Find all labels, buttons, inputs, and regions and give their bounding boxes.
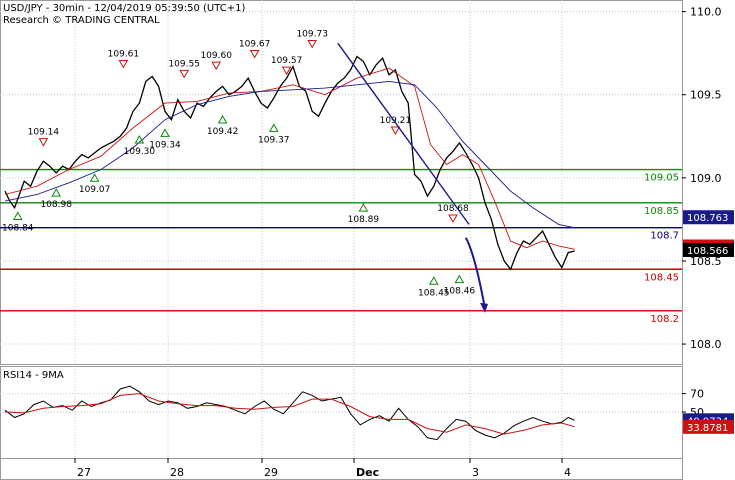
- rsi-panel: 705040.973433.8781: [0, 385, 734, 441]
- rsi-tag-label: 33.8781: [687, 423, 728, 434]
- swing-low-label: 108.89: [348, 215, 380, 225]
- price-tag-label: 108.566: [687, 246, 728, 257]
- swing-annotations: 108.84109.14108.98109.07109.61109.30109.…: [2, 30, 475, 299]
- swing-low-marker: [358, 203, 369, 212]
- x-tick-label: 3: [472, 466, 479, 479]
- price-axis: 108.0 108.5 109.0 109.5 110.0: [682, 6, 722, 351]
- swing-high-label: 108.68: [437, 204, 469, 214]
- x-tick-label: 4: [564, 466, 571, 479]
- swing-low-label: 108.98: [40, 200, 72, 210]
- swing-high-label: 109.57: [271, 56, 303, 66]
- x-tick-label: 28: [170, 466, 184, 479]
- swing-low-marker: [134, 134, 145, 144]
- level-label: 108.85: [644, 206, 679, 217]
- swing-high-label: 109.73: [296, 30, 328, 40]
- trendline-group: [337, 42, 488, 313]
- rsi-y-tick-label: 70: [690, 388, 704, 401]
- swing-low-label: 108.45: [418, 288, 450, 298]
- main-chart-frame: [0, 0, 683, 365]
- swing-low-label: 109.42: [207, 127, 239, 137]
- swing-low-marker: [268, 123, 279, 132]
- swing-high-label: 109.61: [108, 49, 140, 59]
- level-label: 108.2: [650, 314, 679, 325]
- rsi-title: RSI14 - 9MA: [3, 370, 64, 381]
- price-tag-label: 108.763: [687, 213, 728, 224]
- swing-high-marker: [179, 69, 190, 79]
- price-tag-bg: [683, 242, 734, 257]
- swing-low-label: 108.84: [2, 223, 34, 233]
- swing-high-label: 109.55: [168, 59, 200, 69]
- swing-low-marker: [217, 115, 228, 124]
- chart-title: USD/JPY - 30min - 12/04/2019 05:39:50 (U…: [3, 3, 245, 14]
- swing-high-label: 109.60: [200, 51, 232, 61]
- projection-arrowhead: [480, 302, 488, 313]
- swing-low-marker: [89, 173, 100, 182]
- chart-source: Research © TRADING CENTRAL: [3, 15, 160, 26]
- swing-low-label: 108.46: [444, 287, 476, 297]
- level-label: 108.7: [650, 231, 679, 242]
- projection-arrow: [464, 237, 486, 309]
- y-tick-label: 108.0: [690, 338, 722, 351]
- downtrend-line: [337, 42, 470, 225]
- y-tick-label: 108.5: [690, 255, 722, 268]
- swing-high-marker: [281, 66, 292, 76]
- time-axis-frame: [0, 458, 683, 480]
- swing-high-marker: [38, 138, 49, 147]
- swing-low-marker: [160, 128, 170, 137]
- swing-high-marker: [211, 61, 222, 71]
- swing-low-label: 109.34: [149, 140, 181, 150]
- grid: [0, 0, 682, 458]
- swing-high-label: 109.67: [239, 39, 271, 49]
- swing-low-marker: [51, 188, 62, 197]
- price-series: [4, 55, 575, 271]
- y-tick-label: 109.5: [690, 89, 722, 102]
- swing-high-marker: [448, 214, 458, 224]
- swing-high-marker: [307, 40, 318, 49]
- x-tick-label: Dec: [356, 466, 379, 479]
- swing-high-marker: [390, 126, 401, 135]
- time-axis: 27 28 29 Dec 3 4: [74, 458, 571, 479]
- swing-low-marker: [454, 274, 465, 284]
- swing-low-label: 109.37: [258, 135, 290, 145]
- swing-low-label: 109.30: [124, 147, 156, 157]
- price-tag-bg: [683, 210, 734, 225]
- rsi-tag-bg: [683, 419, 734, 434]
- swing-high-marker: [249, 49, 260, 59]
- swing-low-label: 109.07: [79, 185, 111, 195]
- level-label: 109.05: [644, 173, 679, 184]
- swing-high-label: 109.14: [28, 128, 60, 138]
- swing-high-label: 109.21: [380, 116, 412, 126]
- rsi-line: [4, 385, 575, 441]
- x-tick-label: 29: [264, 466, 278, 479]
- swing-high-marker: [118, 59, 129, 69]
- x-tick-label: 27: [77, 466, 91, 479]
- support-resistance-levels: 109.05 108.85 108.7 108.45 108.2: [0, 168, 682, 325]
- ma-fast-line: [4, 67, 575, 250]
- swing-low-marker: [428, 276, 439, 285]
- y-tick-label: 110.0: [690, 6, 722, 19]
- level-label: 108.45: [644, 272, 679, 283]
- price-line: [4, 55, 575, 271]
- ma-slow-line: [4, 80, 575, 229]
- swing-low-marker: [12, 211, 23, 220]
- rsi-ma-line: [4, 393, 575, 435]
- y-tick-label: 109.0: [690, 172, 722, 185]
